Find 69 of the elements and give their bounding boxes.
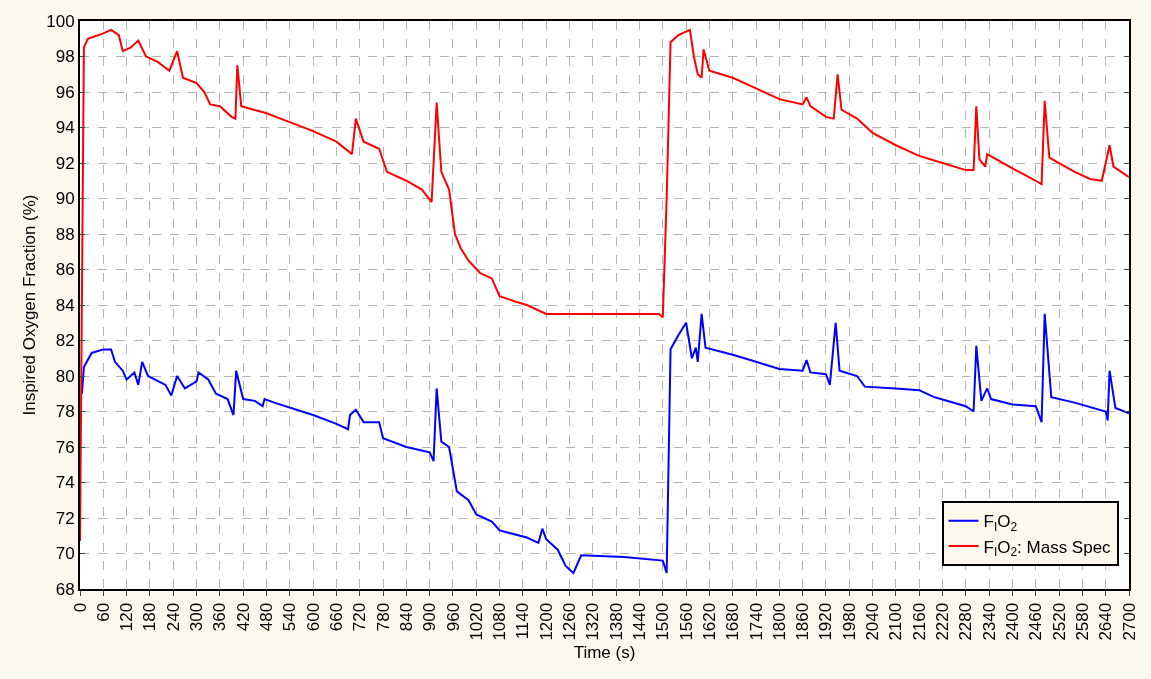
x-tick-label: 0 bbox=[70, 602, 90, 613]
x-tick-label: 1440 bbox=[629, 602, 649, 641]
x-axis-title: Time (s) bbox=[573, 642, 636, 662]
x-tick-label: 2460 bbox=[1026, 602, 1046, 641]
y-tick-label: 68 bbox=[55, 579, 75, 599]
x-tick-label: 1920 bbox=[816, 602, 836, 641]
x-tick-label: 1860 bbox=[793, 602, 813, 641]
x-tick-label: 900 bbox=[420, 602, 440, 632]
x-tick-label: 480 bbox=[257, 602, 277, 632]
x-tick-label: 1200 bbox=[536, 602, 556, 641]
x-tick-label: 960 bbox=[443, 602, 463, 632]
y-tick-label: 74 bbox=[55, 473, 75, 493]
x-tick-label: 1260 bbox=[560, 602, 580, 641]
x-tick-label: 2580 bbox=[1072, 602, 1092, 641]
x-tick-label: 360 bbox=[210, 602, 230, 632]
x-tick-label: 2520 bbox=[1049, 602, 1069, 641]
x-tick-label: 2100 bbox=[886, 602, 906, 641]
x-tick-label: 600 bbox=[303, 602, 323, 632]
y-tick-label: 94 bbox=[55, 118, 75, 138]
y-tick-label: 86 bbox=[55, 260, 75, 280]
x-tick-label: 1320 bbox=[583, 602, 603, 641]
y-tick-label: 84 bbox=[55, 295, 75, 315]
y-tick-label: 72 bbox=[55, 508, 75, 528]
x-tick-label: 1500 bbox=[653, 602, 673, 641]
x-tick-label: 240 bbox=[163, 602, 183, 632]
x-tick-label: 2340 bbox=[979, 602, 999, 641]
x-tick-label: 2160 bbox=[909, 602, 929, 641]
x-tick-label: 1980 bbox=[839, 602, 859, 641]
x-tick-label: 1740 bbox=[746, 602, 766, 641]
y-tick-label: 96 bbox=[55, 82, 75, 102]
y-axis-title: Inspired Oxygen Fraction (%) bbox=[20, 194, 39, 416]
legend-label: F$_{I}$O$_{2}$ bbox=[983, 512, 1018, 535]
x-tick-label: 2400 bbox=[1002, 602, 1022, 641]
x-tick-label: 1560 bbox=[676, 602, 696, 641]
x-tick-label: 2040 bbox=[863, 602, 883, 641]
x-tick-label: 540 bbox=[280, 602, 300, 632]
x-tick-label: 120 bbox=[117, 602, 137, 632]
x-tick-label: 2700 bbox=[1119, 602, 1139, 641]
x-tick-label: 780 bbox=[373, 602, 393, 632]
x-tick-label: 180 bbox=[140, 602, 160, 632]
x-tick-label: 1800 bbox=[769, 602, 789, 641]
x-tick-label: 660 bbox=[326, 602, 346, 632]
x-tick-label: 1680 bbox=[723, 602, 743, 641]
y-tick-label: 82 bbox=[55, 331, 75, 351]
x-tick-label: 60 bbox=[93, 602, 113, 622]
x-tick-label: 1620 bbox=[699, 602, 719, 641]
y-tick-label: 92 bbox=[55, 153, 75, 173]
x-tick-label: 1080 bbox=[490, 602, 510, 641]
y-tick-label: 90 bbox=[55, 189, 75, 209]
line-series bbox=[80, 28, 1129, 543]
x-tick-label: 720 bbox=[350, 602, 370, 632]
y-tick-label: 70 bbox=[55, 544, 75, 564]
y-tick-label: 88 bbox=[55, 224, 75, 244]
y-tick-label: 80 bbox=[55, 366, 75, 386]
legend-label: F$_{I}$O$_{2}$: Mass Spec bbox=[983, 537, 1112, 560]
x-tick-label: 840 bbox=[396, 602, 416, 632]
y-tick-label: 76 bbox=[55, 437, 75, 457]
x-tick-label: 1380 bbox=[606, 602, 626, 641]
x-tick-label: 2220 bbox=[933, 602, 953, 641]
x-tick-label: 420 bbox=[233, 602, 253, 632]
x-tick-label: 300 bbox=[187, 602, 207, 632]
x-tick-label: 1020 bbox=[466, 602, 486, 641]
y-tick-label: 78 bbox=[55, 402, 75, 422]
x-tick-label: 1140 bbox=[513, 602, 533, 640]
x-tick-label: 2640 bbox=[1096, 602, 1116, 641]
y-tick-label: 98 bbox=[55, 47, 75, 67]
x-tick-label: 2280 bbox=[956, 602, 976, 641]
line-series bbox=[80, 312, 1129, 575]
y-tick-label: 100 bbox=[46, 11, 75, 31]
